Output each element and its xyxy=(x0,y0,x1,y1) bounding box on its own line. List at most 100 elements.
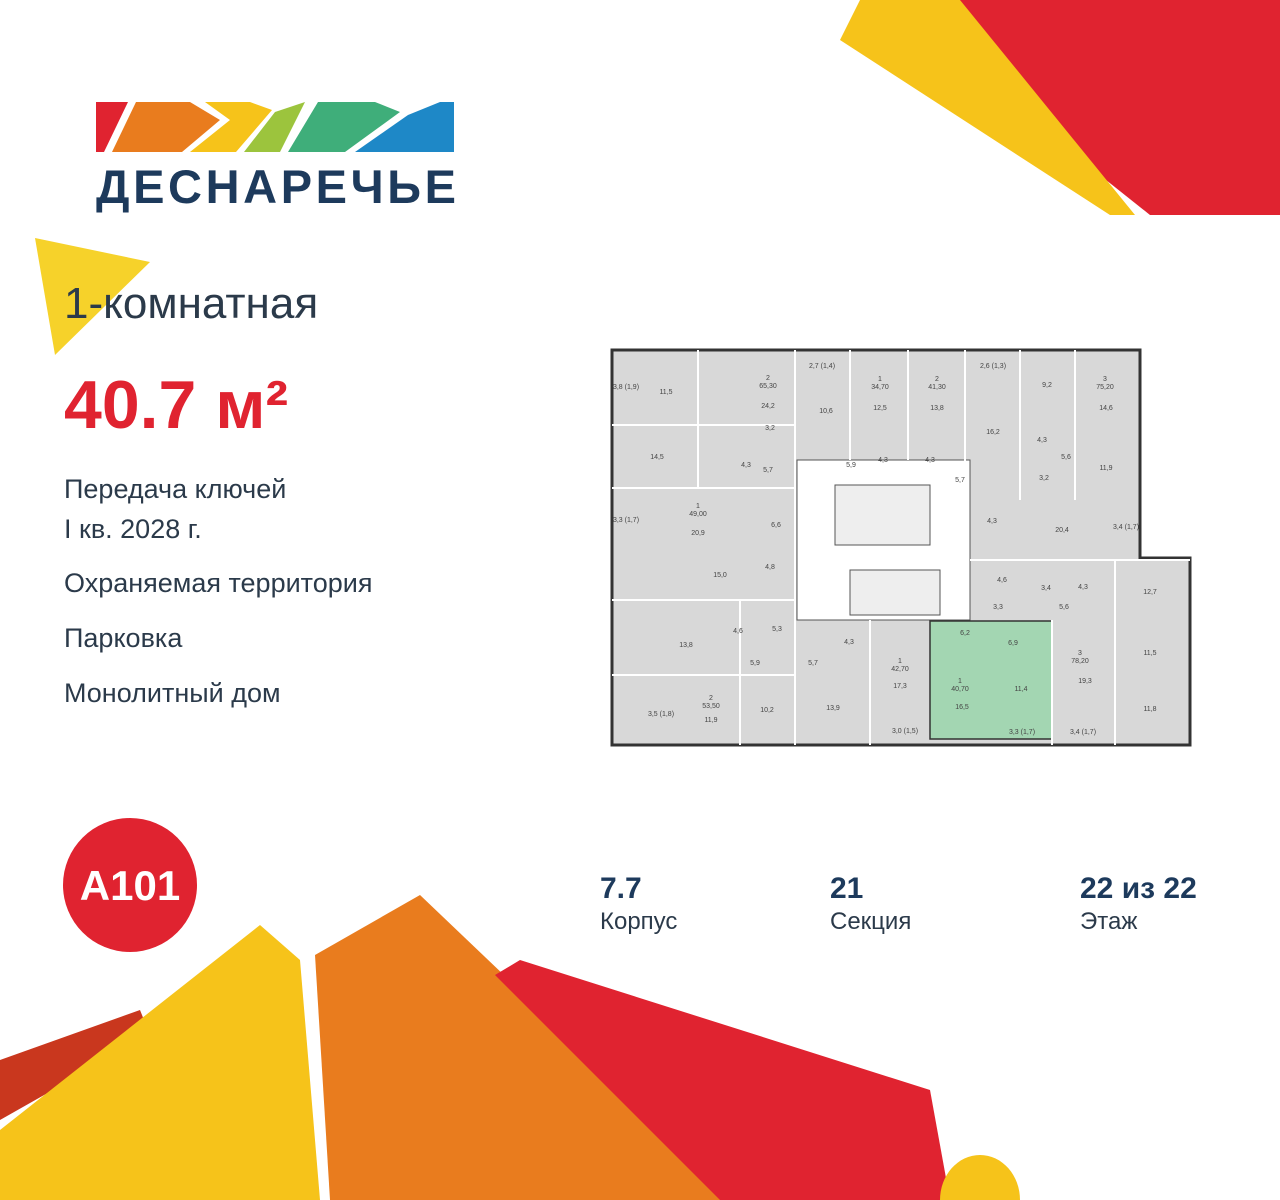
room-area: 5,6 xyxy=(1059,604,1069,611)
room-area: 13,8 xyxy=(679,642,693,649)
room-area: 4,3 xyxy=(1078,584,1088,591)
room-area: 3,4 (1,7) xyxy=(1070,729,1096,736)
room-area: 3,8 (1,9) xyxy=(613,384,639,391)
room-area: 11,4 xyxy=(1014,686,1027,693)
stat-value: 22 из 22 xyxy=(1080,872,1197,905)
room-area: 2,6 (1,3) xyxy=(980,363,1006,370)
room-area: 5,7 xyxy=(763,467,773,474)
stat-label: Корпус xyxy=(600,908,677,935)
apartment-rooms: 2 xyxy=(935,376,939,383)
apartment-area: 49,00 xyxy=(689,511,707,518)
deco xyxy=(495,960,950,1200)
apartment-area: 40,70 xyxy=(951,686,969,693)
logo-stripe xyxy=(96,102,128,152)
deco xyxy=(0,1010,150,1120)
room-area: 5,7 xyxy=(808,660,818,667)
apartment-area: 40.7 м² xyxy=(64,367,288,443)
room-area: 4,6 xyxy=(997,577,1007,584)
room-area: 16,2 xyxy=(986,429,1000,436)
apartment-area: 65,30 xyxy=(759,383,777,390)
room-area: 4,3 xyxy=(987,518,997,525)
apartment-area: 41,30 xyxy=(928,384,946,391)
room-area: 17,3 xyxy=(893,683,907,690)
apartment-rooms: 1 xyxy=(958,678,962,685)
logo-stripe xyxy=(112,102,220,152)
room-area: 12,7 xyxy=(1143,589,1157,596)
apartment-rooms: 3 xyxy=(1103,376,1107,383)
floor-plan xyxy=(610,348,1192,747)
deco xyxy=(0,925,320,1200)
deco xyxy=(940,1155,1020,1200)
handover-date: I кв. 2028 г. xyxy=(64,514,202,544)
room-area: 3,3 (1,7) xyxy=(1009,729,1035,736)
room-area: 13,9 xyxy=(826,705,840,712)
apartment-rooms: 3 xyxy=(1078,650,1082,657)
room-area: 4,3 xyxy=(1037,437,1047,444)
apartment-area: 78,20 xyxy=(1071,658,1089,665)
apartment-area: 53,50 xyxy=(702,703,720,710)
room-area: 6,6 xyxy=(771,522,781,529)
room-area: 10,6 xyxy=(819,408,833,415)
room-area: 4,8 xyxy=(765,564,775,571)
stat-value: 21 xyxy=(830,872,863,905)
deco xyxy=(840,0,1135,215)
room-area: 5,9 xyxy=(750,660,760,667)
room-area: 11,9 xyxy=(704,717,717,724)
room-area: 3,4 (1,7) xyxy=(1113,524,1139,531)
room-area: 5,6 xyxy=(1061,454,1071,461)
stat-value: 7.7 xyxy=(600,872,642,905)
room-area: 6,9 xyxy=(1008,640,1018,647)
room-area: 4,3 xyxy=(741,462,751,469)
apartment-area: 34,70 xyxy=(871,384,889,391)
apartment-rooms: 2 xyxy=(766,375,770,382)
room-area: 6,2 xyxy=(960,630,970,637)
apartment-rooms: 1 xyxy=(878,376,882,383)
deco xyxy=(35,238,150,355)
room-area: 3,0 (1,5) xyxy=(892,728,918,735)
room-area: 2,7 (1,4) xyxy=(809,363,835,370)
room-area: 15,0 xyxy=(713,572,727,579)
apartment-rooms: 1 xyxy=(696,503,700,510)
room-area: 24,2 xyxy=(761,403,775,410)
stat-label: Этаж xyxy=(1080,908,1137,935)
apartment-type: 1-комнатная xyxy=(64,279,318,328)
room-area: 3,2 xyxy=(1039,475,1049,482)
room-area: 5,3 xyxy=(772,626,782,633)
room-area: 12,5 xyxy=(873,405,887,412)
room-area: 20,9 xyxy=(691,530,705,537)
room-area: 16,5 xyxy=(955,704,969,711)
apartment-rooms: 2 xyxy=(709,695,713,702)
room-area: 4,3 xyxy=(878,457,888,464)
room-area: 5,9 xyxy=(846,462,856,469)
room-area: 4,6 xyxy=(733,628,743,635)
room-area: 4,3 xyxy=(925,457,935,464)
handover-title: Передача ключей xyxy=(64,474,286,504)
room-area: 10,2 xyxy=(760,707,774,714)
apartment-area: 42,70 xyxy=(891,666,909,673)
room-area: 14,6 xyxy=(1099,405,1113,412)
room-area: 5,7 xyxy=(955,477,965,484)
logo-name: ДЕСНАРЕЧЬЕ xyxy=(96,160,456,213)
room-area: 3,5 (1,8) xyxy=(648,711,674,718)
room-area: 3,3 xyxy=(993,604,1003,611)
room-area: 11,5 xyxy=(1143,650,1156,657)
room-area: 11,8 xyxy=(1143,706,1156,713)
room-area: 3,4 xyxy=(1041,585,1051,592)
deco xyxy=(315,895,740,1200)
room-area: 20,4 xyxy=(1055,527,1069,534)
developer: A101 xyxy=(80,862,180,909)
room-area: 9,2 xyxy=(1042,382,1052,389)
room-area: 11,9 xyxy=(1099,465,1112,472)
feature: Охраняемая территория xyxy=(64,568,372,598)
stat-label: Секция xyxy=(830,908,911,935)
developer-badge xyxy=(63,818,197,952)
room-area: 3,2 xyxy=(765,425,775,432)
feature: Парковка xyxy=(64,623,183,653)
room-area: 19,3 xyxy=(1078,678,1092,685)
room-area: 3,3 (1,7) xyxy=(613,517,639,524)
logo-stripe xyxy=(355,102,454,152)
logo-stripe xyxy=(288,102,400,152)
room-area: 14,5 xyxy=(650,454,664,461)
